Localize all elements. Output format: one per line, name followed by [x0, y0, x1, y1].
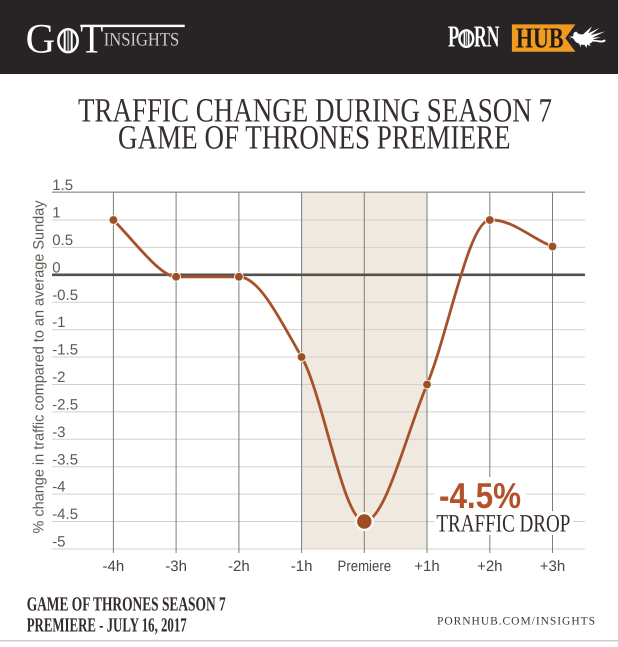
svg-text:T: T: [80, 16, 103, 62]
svg-text:GAME OF THRONES SEASON 7: GAME OF THRONES SEASON 7: [27, 593, 226, 615]
svg-text:-4.5: -4.5: [52, 506, 78, 523]
svg-text:-3: -3: [52, 424, 65, 441]
svg-text:HUB: HUB: [516, 22, 564, 54]
svg-text:Premiere: Premiere: [338, 558, 392, 575]
svg-text:+1h: +1h: [414, 558, 439, 575]
svg-text:PORNHUB.COM/INSIGHTS: PORNHUB.COM/INSIGHTS: [437, 615, 595, 627]
svg-text:-1h: -1h: [291, 558, 313, 575]
svg-text:0.5: 0.5: [52, 232, 73, 249]
svg-text:1: 1: [52, 205, 60, 222]
svg-text:TRAFFIC CHANGE DURING SEASON 7: TRAFFIC CHANGE DURING SEASON 7: [78, 93, 552, 130]
svg-text:+2h: +2h: [477, 558, 502, 575]
svg-text:-2.5: -2.5: [52, 397, 78, 414]
svg-text:-1.5: -1.5: [52, 342, 78, 359]
svg-text:-2: -2: [52, 369, 65, 386]
svg-text:TRAFFIC DROP: TRAFFIC DROP: [436, 511, 570, 538]
svg-text:PREMIERE - JULY 16, 2017: PREMIERE - JULY 16, 2017: [27, 614, 187, 636]
svg-text:-2h: -2h: [228, 558, 250, 575]
svg-text:RN: RN: [474, 20, 500, 54]
svg-text:-3h: -3h: [165, 558, 187, 575]
svg-text:1.5: 1.5: [52, 177, 73, 194]
svg-text:-5: -5: [52, 534, 65, 551]
svg-text:-4h: -4h: [103, 558, 125, 575]
svg-text:+3h: +3h: [540, 558, 565, 575]
svg-text:% change in traffic compared t: % change in traffic compared to an avera…: [31, 200, 48, 533]
svg-text:-4.5%: -4.5%: [439, 475, 521, 516]
svg-text:-4: -4: [52, 479, 65, 496]
svg-text:-3.5: -3.5: [52, 451, 78, 468]
svg-text:GAME OF THRONES PREMIERE: GAME OF THRONES PREMIERE: [118, 120, 511, 157]
svg-text:-1: -1: [52, 314, 65, 331]
svg-text:-0.5: -0.5: [52, 287, 78, 304]
svg-text:G: G: [26, 16, 55, 62]
svg-text:INSIGHTS: INSIGHTS: [104, 30, 179, 51]
svg-text:0: 0: [52, 259, 60, 276]
svg-text:P: P: [448, 20, 459, 54]
